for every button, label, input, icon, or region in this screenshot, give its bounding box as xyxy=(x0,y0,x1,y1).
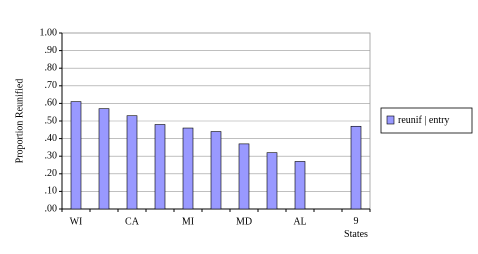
y-tick-label: .50 xyxy=(45,115,58,126)
x-tick-label: WI xyxy=(70,216,83,227)
bar xyxy=(154,124,166,210)
bar xyxy=(98,108,110,210)
y-tick-label: .40 xyxy=(45,133,58,144)
y-tick-label: .00 xyxy=(45,203,58,214)
x-tick-label-line: 9 xyxy=(354,216,359,227)
y-tick-label: 1.00 xyxy=(40,27,58,38)
y-tick-label: .90 xyxy=(45,45,58,56)
x-tick-label: MD xyxy=(236,216,252,227)
x-tick-label: CA xyxy=(125,216,140,227)
bar xyxy=(294,161,306,210)
legend-swatch xyxy=(386,115,395,125)
x-tick-label: AL xyxy=(293,216,306,227)
bar xyxy=(70,101,82,210)
y-tick-label: .70 xyxy=(45,80,58,91)
x-tick-label-line: States xyxy=(344,229,368,240)
y-tick-label: .80 xyxy=(45,62,58,73)
legend-box xyxy=(380,107,473,134)
bar xyxy=(350,125,362,210)
bar xyxy=(126,115,138,210)
bar xyxy=(182,127,194,210)
bar xyxy=(238,143,250,210)
y-tick-label: .10 xyxy=(45,186,58,197)
x-tick-label: MI xyxy=(182,216,194,227)
x-tick-label: 9 States xyxy=(344,216,368,240)
bar xyxy=(210,131,222,210)
bar xyxy=(266,152,278,210)
y-axis-label: Proportion Reunified xyxy=(14,79,25,164)
y-tick-label: .20 xyxy=(45,168,58,179)
y-tick-label: .60 xyxy=(45,98,58,109)
y-tick-label: .30 xyxy=(45,150,58,161)
legend-label: reunif | entry xyxy=(398,115,449,126)
